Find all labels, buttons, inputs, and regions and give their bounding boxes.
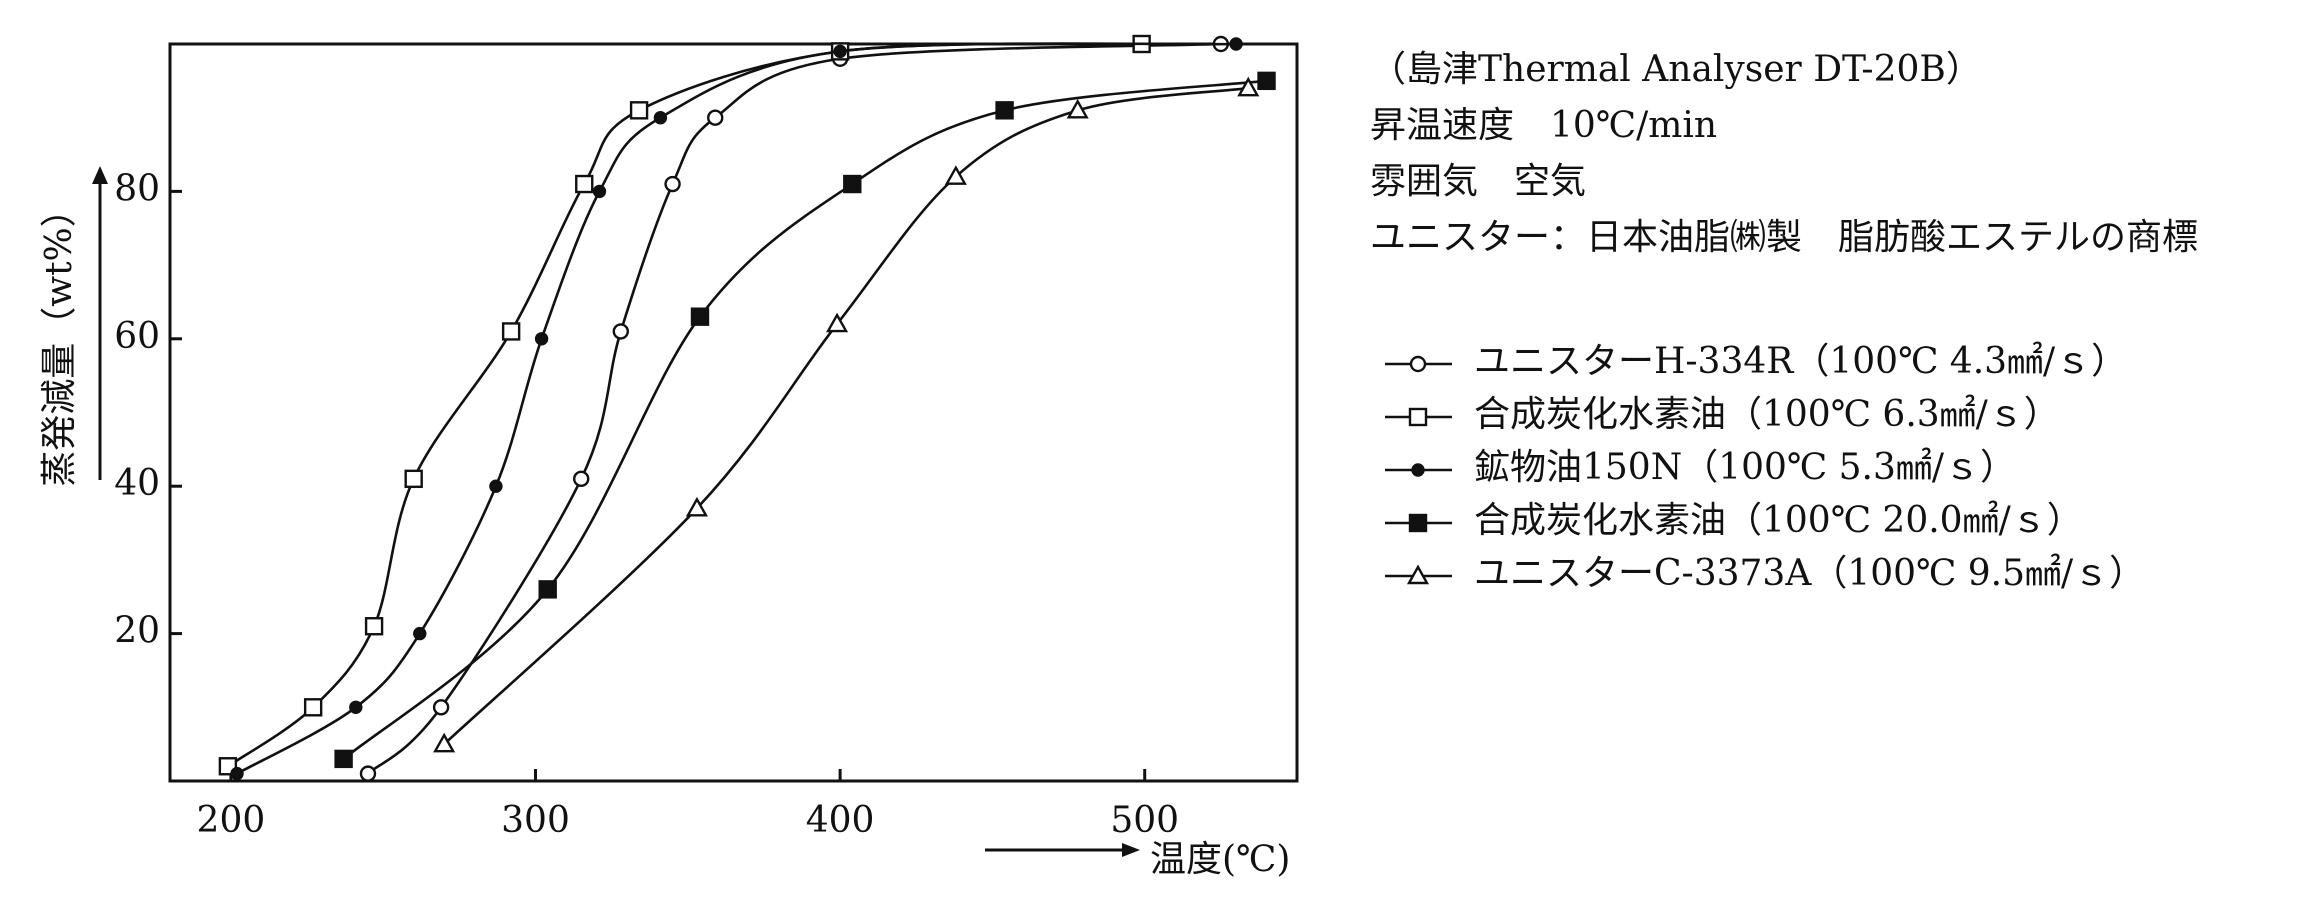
marker (573, 470, 590, 488)
y-tick-label: 60 (114, 316, 160, 357)
legend-label: ユニスターH-334R（100℃ 4.3㎟/ｓ） (1474, 340, 2127, 382)
legend-marker (1406, 564, 1430, 585)
x-axis-label: 温度(℃) (1150, 839, 1290, 880)
marker (433, 732, 456, 753)
legend-label: 鉱物油150N（100℃ 5.3㎟/ｓ） (1474, 446, 2016, 488)
marker (944, 165, 967, 185)
marker (664, 175, 681, 193)
y-arrow-head (92, 166, 108, 184)
y-tick-label: 20 (114, 611, 160, 652)
legend-label: 合成炭化水素油（100℃ 6.3㎟/ｓ） (1474, 393, 2060, 435)
marker (230, 766, 244, 781)
marker (690, 307, 710, 326)
marker (612, 323, 629, 340)
y-tick-label: 80 (114, 168, 160, 209)
marker (501, 322, 521, 341)
marker (359, 765, 377, 782)
series-line (367, 42, 1221, 775)
note: 昇温速度 10℃/min (1370, 105, 1717, 146)
marker (413, 626, 427, 641)
marker (1229, 37, 1243, 51)
legend-marker (1411, 463, 1425, 477)
x-tick-label: 300 (501, 800, 570, 841)
note: 雰囲気 空気 (1370, 161, 1586, 202)
legend-marker (1409, 355, 1427, 373)
marker (592, 184, 607, 199)
marker (1237, 76, 1260, 97)
marker (538, 580, 557, 599)
series-line (342, 79, 1267, 760)
legend-marker (1408, 513, 1428, 533)
plot-frame (168, 42, 1299, 783)
marker (432, 699, 450, 716)
marker (653, 110, 668, 125)
x-tick-label: 200 (197, 800, 266, 841)
marker (349, 700, 363, 714)
series-line (443, 86, 1249, 746)
marker (489, 479, 503, 493)
marker (685, 496, 709, 517)
marker (1066, 98, 1089, 119)
x-arrow-head (1122, 843, 1140, 857)
marker (404, 469, 423, 489)
x-tick-label: 400 (806, 800, 875, 841)
marker (833, 44, 847, 59)
y-tick-label: 40 (114, 463, 160, 504)
marker (364, 617, 384, 636)
marker (1257, 71, 1276, 91)
legend-label: 合成炭化水素油（100℃ 20.0㎟/ｓ） (1474, 499, 2083, 541)
marker (843, 174, 862, 194)
marker (303, 698, 323, 717)
marker (575, 174, 594, 194)
note: （島津Thermal Analyser DT-20B） (1370, 49, 1982, 90)
legend-label: ユニスターC-3373A（100℃ 9.5㎟/ｓ） (1474, 552, 2145, 594)
marker (826, 312, 849, 333)
marker (334, 749, 353, 769)
x-tick-label: 500 (1110, 800, 1179, 841)
legend-marker (1408, 407, 1428, 427)
marker (534, 332, 549, 346)
note: ユニスター：日本油脂㈱製 脂肪酸エステルの商標 (1370, 217, 2198, 258)
marker (629, 101, 649, 120)
series-line (236, 42, 1237, 775)
y-axis-label: 蒸発減量（wt%） (39, 191, 80, 487)
marker (995, 101, 1014, 120)
marker (707, 109, 724, 126)
